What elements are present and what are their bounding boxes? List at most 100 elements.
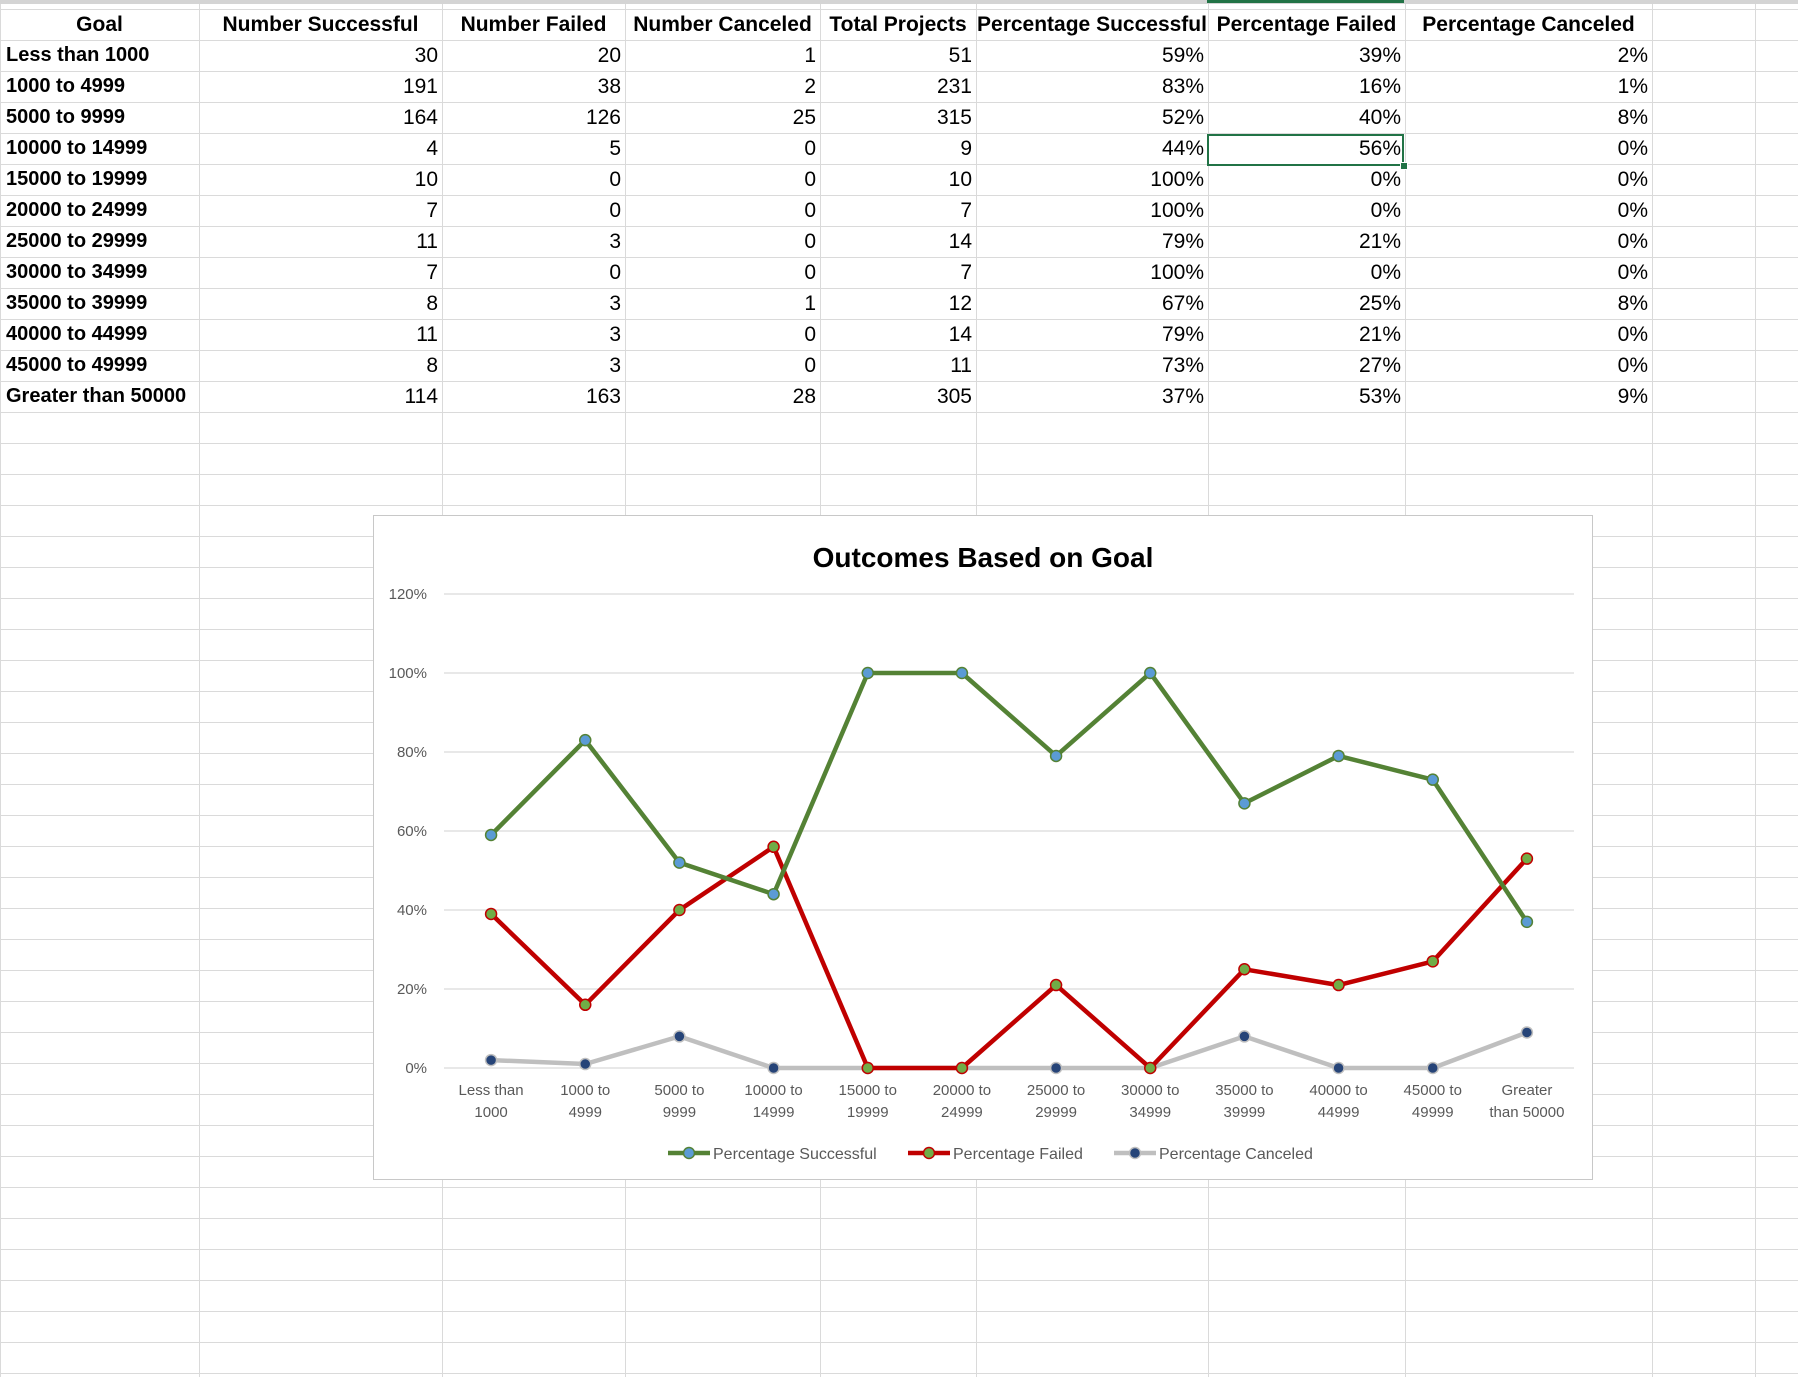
header-cell[interactable]: Percentage Failed (1216, 13, 1397, 36)
value-cell[interactable]: 8% (1617, 106, 1648, 129)
value-cell[interactable]: 3 (609, 354, 621, 377)
value-cell[interactable]: 1% (1617, 75, 1648, 98)
value-cell[interactable]: 305 (936, 385, 972, 408)
value-cell[interactable]: 37% (1161, 385, 1204, 408)
value-cell[interactable]: 0 (609, 168, 621, 191)
value-cell[interactable]: 9% (1617, 385, 1648, 408)
value-cell[interactable]: 12 (948, 292, 972, 315)
fill-handle[interactable] (1400, 162, 1408, 170)
value-cell[interactable]: 7 (426, 261, 438, 284)
value-cell[interactable]: 0% (1370, 261, 1401, 284)
header-cell[interactable]: Percentage Canceled (1422, 13, 1635, 36)
value-cell[interactable]: 53% (1358, 385, 1401, 408)
value-cell[interactable]: 163 (585, 385, 621, 408)
value-cell[interactable]: 7 (960, 261, 972, 284)
value-cell[interactable]: 0% (1617, 230, 1648, 253)
header-cell[interactable]: Number Failed (460, 13, 607, 36)
value-cell[interactable]: 67% (1161, 292, 1204, 315)
value-cell[interactable]: 30 (414, 44, 438, 67)
value-cell[interactable]: 1 (804, 292, 816, 315)
value-cell[interactable]: 25 (792, 106, 816, 129)
value-cell[interactable]: 27% (1358, 354, 1401, 377)
value-cell[interactable]: 0% (1370, 168, 1401, 191)
header-cell[interactable]: Total Projects (829, 13, 967, 36)
value-cell[interactable]: 1 (804, 44, 816, 67)
value-cell[interactable]: 0 (804, 323, 816, 346)
header-cell[interactable]: Percentage Successful (977, 13, 1207, 36)
value-cell[interactable]: 14 (948, 323, 972, 346)
value-cell[interactable]: 0% (1617, 323, 1648, 346)
value-cell[interactable]: 79% (1161, 230, 1204, 253)
value-cell[interactable]: 21% (1358, 323, 1401, 346)
value-cell[interactable]: 3 (609, 230, 621, 253)
goal-cell[interactable]: Greater than 50000 (6, 385, 187, 407)
goal-cell[interactable]: 15000 to 19999 (6, 168, 148, 190)
header-cell[interactable]: Goal (76, 13, 123, 36)
value-cell[interactable]: 2% (1617, 44, 1648, 67)
goal-cell[interactable]: 10000 to 14999 (6, 137, 148, 159)
goal-cell[interactable]: 45000 to 49999 (6, 354, 148, 376)
value-cell[interactable]: 28 (792, 385, 816, 408)
outcomes-chart[interactable]: Outcomes Based on Goal 0% 20% 40% 60% 80% 100%… (373, 515, 1593, 1180)
value-cell[interactable]: 315 (936, 106, 972, 129)
value-cell[interactable]: 0% (1617, 354, 1648, 377)
value-cell[interactable]: 114 (404, 385, 438, 408)
value-cell[interactable]: 0% (1617, 168, 1648, 191)
value-cell[interactable]: 21% (1358, 230, 1401, 253)
value-cell[interactable]: 11 (416, 323, 438, 346)
value-cell[interactable]: 100% (1150, 199, 1204, 222)
value-cell[interactable]: 56% (1358, 137, 1401, 160)
goal-cell[interactable]: 5000 to 9999 (6, 106, 125, 128)
value-cell[interactable]: 40% (1358, 106, 1401, 129)
value-cell[interactable]: 8% (1617, 292, 1648, 315)
value-cell[interactable]: 0 (804, 261, 816, 284)
value-cell[interactable]: 0 (609, 199, 621, 222)
value-cell[interactable]: 3 (609, 292, 621, 315)
goal-cell[interactable]: 35000 to 39999 (6, 292, 148, 314)
value-cell[interactable]: 7 (426, 199, 438, 222)
header-cell[interactable]: Number Canceled (633, 13, 812, 36)
goal-cell[interactable]: 20000 to 24999 (6, 199, 148, 221)
value-cell[interactable]: 2 (804, 75, 816, 98)
header-cell[interactable]: Number Successful (222, 13, 419, 36)
value-cell[interactable]: 0% (1617, 261, 1648, 284)
value-cell[interactable]: 164 (402, 106, 438, 129)
value-cell[interactable]: 83% (1161, 75, 1204, 98)
value-cell[interactable]: 8 (426, 292, 438, 315)
value-cell[interactable]: 126 (585, 106, 621, 129)
value-cell[interactable]: 10 (414, 168, 438, 191)
value-cell[interactable]: 14 (948, 230, 972, 253)
value-cell[interactable]: 4 (426, 137, 438, 160)
value-cell[interactable]: 0% (1617, 199, 1648, 222)
value-cell[interactable]: 38 (597, 75, 621, 98)
value-cell[interactable]: 44% (1161, 137, 1204, 160)
value-cell[interactable]: 39% (1358, 44, 1401, 67)
value-cell[interactable]: 9 (960, 137, 972, 160)
value-cell[interactable]: 16% (1358, 75, 1401, 98)
value-cell[interactable]: 3 (609, 323, 621, 346)
value-cell[interactable]: 0% (1617, 137, 1648, 160)
value-cell[interactable]: 231 (936, 75, 972, 98)
value-cell[interactable]: 79% (1161, 323, 1204, 346)
value-cell[interactable]: 0 (804, 354, 816, 377)
value-cell[interactable]: 100% (1150, 261, 1204, 284)
goal-cell[interactable]: 40000 to 44999 (6, 323, 148, 345)
value-cell[interactable]: 0 (804, 199, 816, 222)
value-cell[interactable]: 8 (426, 354, 438, 377)
value-cell[interactable]: 11 (416, 230, 438, 253)
value-cell[interactable]: 0 (609, 261, 621, 284)
value-cell[interactable]: 0 (804, 137, 816, 160)
value-cell[interactable]: 5 (609, 137, 621, 160)
value-cell[interactable]: 11 (950, 354, 972, 377)
value-cell[interactable]: 0 (804, 168, 816, 191)
value-cell[interactable]: 10 (948, 168, 972, 191)
value-cell[interactable]: 52% (1161, 106, 1204, 129)
goal-cell[interactable]: 25000 to 29999 (6, 230, 148, 252)
goal-cell[interactable]: Less than 1000 (6, 44, 150, 66)
goal-cell[interactable]: 1000 to 4999 (6, 75, 125, 97)
goal-cell[interactable]: 30000 to 34999 (6, 261, 148, 283)
value-cell[interactable]: 100% (1150, 168, 1204, 191)
value-cell[interactable]: 191 (402, 75, 438, 98)
value-cell[interactable]: 0 (804, 230, 816, 253)
value-cell[interactable]: 73% (1161, 354, 1204, 377)
